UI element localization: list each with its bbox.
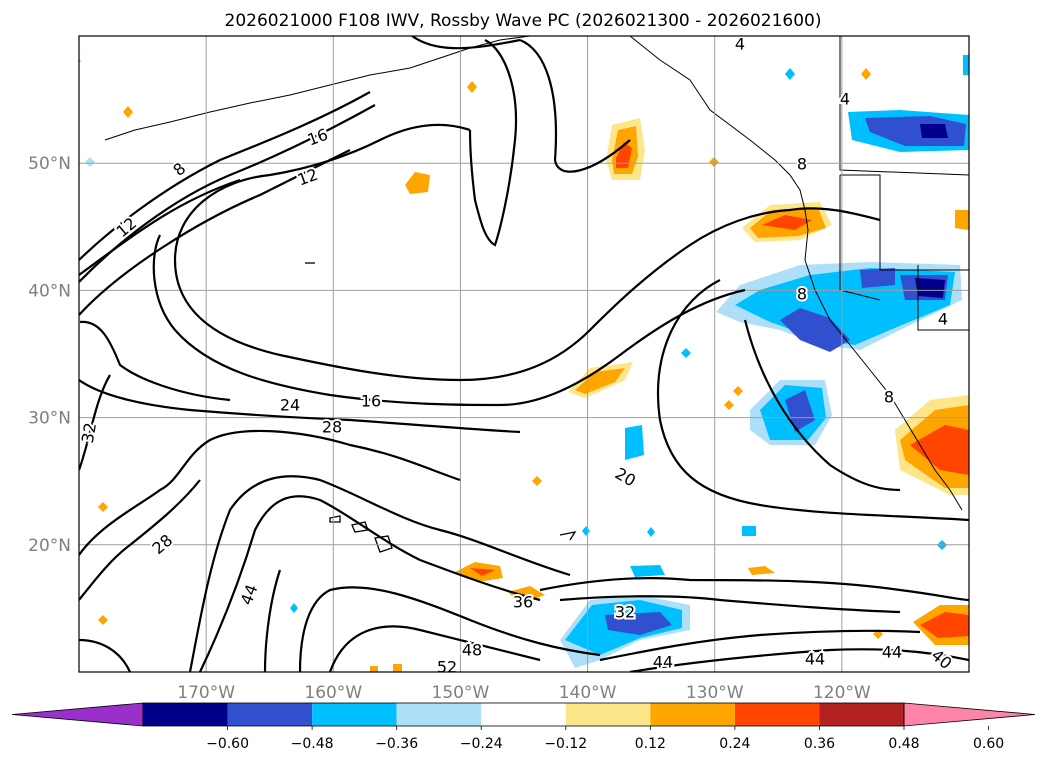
contour-label: 4	[938, 310, 948, 329]
negative-anomaly-bc-region	[848, 110, 969, 152]
small-anomaly-dots	[79, 55, 969, 672]
contour-label: 44	[653, 653, 673, 672]
contour-label: 44	[882, 643, 902, 662]
lon-tick-label: 120°W	[813, 683, 871, 703]
colorbar-segment	[650, 703, 735, 726]
colorbar-extend-high	[903, 702, 1036, 727]
lat-tick-label: 50°N	[28, 154, 71, 174]
coastlines	[104, 36, 969, 511]
colorbar-tick-label: −0.48	[291, 736, 334, 752]
colorbar-segment	[734, 703, 820, 726]
contour-label: 8	[884, 388, 894, 407]
contour-label: 44	[805, 650, 825, 669]
lon-tick-label: 170°W	[177, 683, 235, 703]
lon-tick-label: 150°W	[432, 683, 490, 703]
colorbar-tick-label: 0.12	[635, 736, 666, 752]
figure-title: 2026021000 F108 IWV, Rossby Wave PC (202…	[225, 11, 822, 31]
contour-label: 28	[322, 418, 342, 437]
colorbar-segment	[396, 703, 482, 726]
contour-label: 4	[840, 90, 850, 109]
contour-label: 8	[797, 285, 807, 304]
colorbar-tick-label: 0.24	[719, 736, 750, 752]
colorbar-segment	[143, 703, 228, 726]
colorbar-tick-label: −0.60	[206, 736, 249, 752]
contour-label: 24	[280, 396, 300, 415]
negative-anomaly-tropical-region	[560, 425, 690, 668]
colorbar-tick-label: −0.36	[375, 736, 418, 752]
colorbar: −0.60 −0.48 −0.36 −0.24 −0.12 0.12 0.24 0.36 0.4…	[11, 702, 1036, 752]
colorbar-segment	[312, 703, 397, 726]
colorbar-segment	[481, 703, 566, 726]
lon-tick-label: 140°W	[559, 683, 617, 703]
colorbar-tick-label: −0.12	[544, 736, 587, 752]
positive-anomaly-alaska-region	[606, 118, 645, 180]
colorbar-tick-label: 0.36	[804, 736, 835, 752]
colorbar-segment	[565, 703, 651, 726]
contour-label: 36	[513, 593, 533, 612]
negative-anomaly-california-region	[716, 262, 962, 352]
longitude-tick-labels: 170°W 160°W 150°W 140°W 130°W 120°W	[177, 683, 871, 703]
lat-tick-label: 40°N	[28, 281, 71, 301]
colorbar-extend-low	[11, 702, 144, 727]
lat-tick-label: 30°N	[28, 409, 71, 429]
anomaly-shading	[79, 55, 969, 672]
latitude-tick-labels: 50°N 40°N 30°N 20°N	[28, 154, 71, 556]
colorbar-segment	[227, 703, 313, 726]
lon-tick-label: 160°W	[304, 683, 362, 703]
contour-label: 8	[797, 155, 807, 174]
contour-label: 16	[361, 392, 381, 411]
positive-anomaly-baja-region	[895, 395, 969, 495]
map-frame	[78, 35, 970, 673]
contour-label: 32	[615, 603, 635, 622]
colorbar-tick-label: 0.60	[973, 736, 1004, 752]
lat-tick-label: 20°N	[28, 536, 71, 556]
contour-label: 32	[78, 421, 100, 444]
colorbar-tick-label: −0.24	[460, 736, 503, 752]
positive-anomaly-oregon-region	[742, 202, 832, 242]
iwv-contours	[79, 36, 969, 672]
colorbar-frame	[142, 702, 905, 727]
colorbar-tick-label: 0.48	[888, 736, 919, 752]
colorbar-segment	[819, 703, 904, 726]
contour-label: 4	[735, 35, 745, 54]
positive-anomaly-subtropical-region	[455, 562, 969, 645]
contour-label: 48	[462, 641, 482, 660]
contour-label: 52	[437, 658, 457, 677]
gridlines	[79, 36, 969, 672]
lon-tick-label: 130°W	[686, 683, 744, 703]
